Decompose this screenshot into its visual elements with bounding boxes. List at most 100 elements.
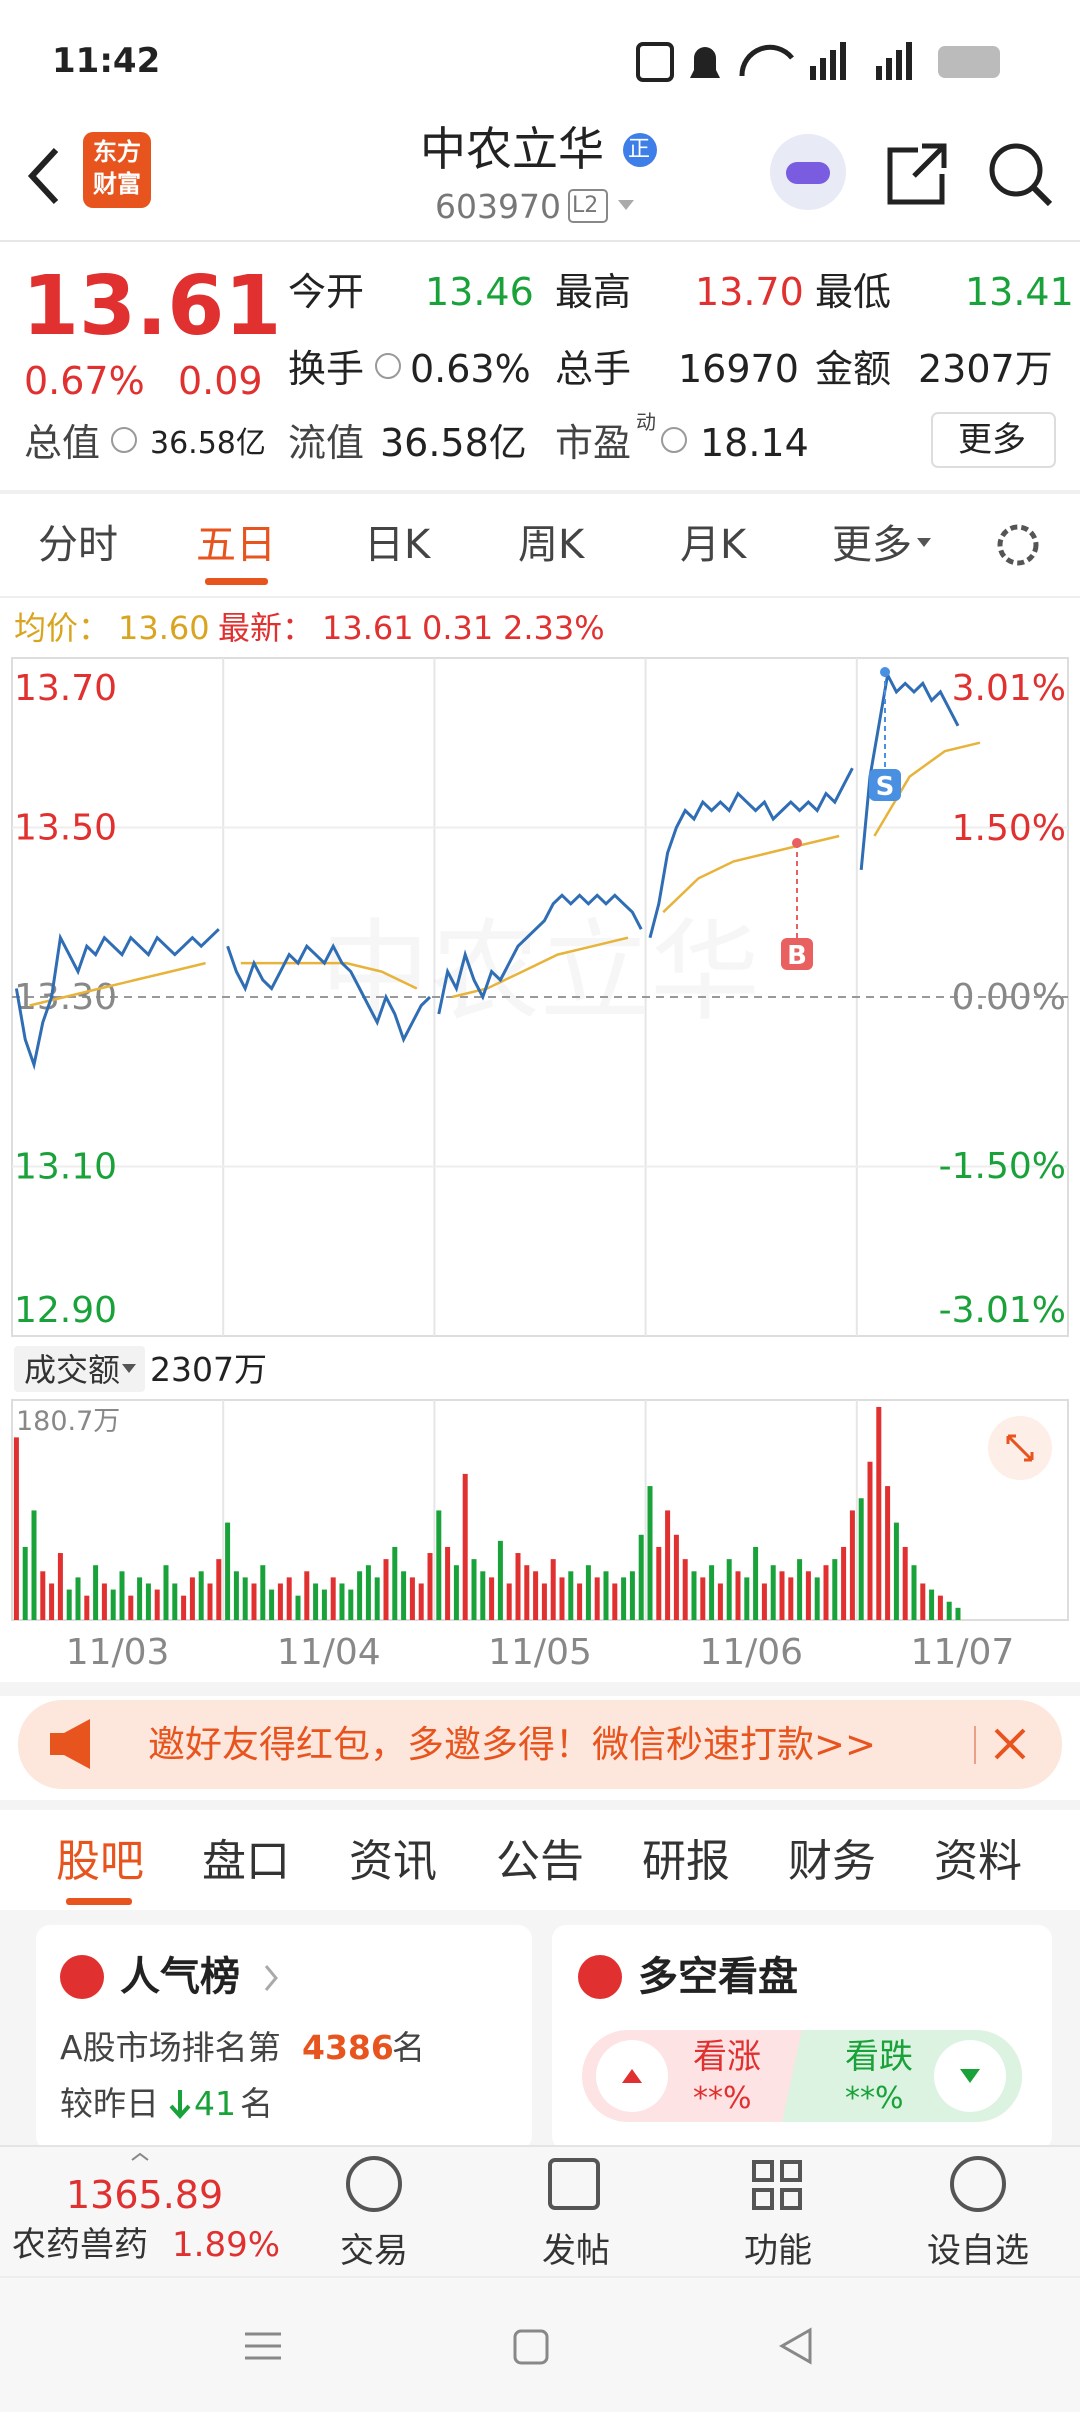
expand-arrow[interactable] <box>131 2152 149 2161</box>
volume-bar <box>40 1571 46 1620</box>
rank-icon <box>60 1955 104 1999</box>
avg-line <box>662 834 840 914</box>
volume-bar <box>682 1559 688 1620</box>
volume-bar <box>858 1498 864 1620</box>
volume-bar <box>409 1577 415 1620</box>
volume-bar <box>770 1565 776 1620</box>
trade-mark-point <box>880 667 890 677</box>
down-value: **% <box>845 2081 904 2116</box>
card-title[interactable]: 多空看盘 <box>638 1954 798 2000</box>
field-value: 0.63% <box>410 347 531 391</box>
volume-bar <box>330 1577 336 1620</box>
trade-mark-box <box>869 769 901 801</box>
volume-bar <box>172 1583 178 1620</box>
volume-bar <box>101 1583 107 1620</box>
more-button[interactable]: 更多 <box>958 420 1026 460</box>
volume-bar <box>761 1583 767 1620</box>
volume-bar <box>260 1565 266 1620</box>
bottom-button[interactable]: 发帖 <box>542 2231 610 2271</box>
y2-tick-label: 3.01% <box>952 668 1066 709</box>
up-button[interactable] <box>596 2040 668 2112</box>
field-value: 13.70 <box>695 270 804 314</box>
nav-back[interactable] <box>778 2327 812 2365</box>
sector-name[interactable]: 农药兽药 <box>12 2225 148 2265</box>
volume-bar <box>550 1559 556 1620</box>
function-icon[interactable] <box>752 2160 802 2210</box>
status-time: 11:42 <box>52 41 161 81</box>
five-day-chart: 11/03 11/04 11/05 11/06 11/07 中农立华 13.70 13.50 1… <box>11 657 1069 1673</box>
volume-bar <box>128 1595 134 1620</box>
volume-selector <box>14 1346 145 1392</box>
logo-line: 财富 <box>93 170 141 198</box>
card-title[interactable]: 人气榜 <box>120 1954 240 2000</box>
y2-tick-label: -1.50% <box>939 1146 1066 1187</box>
volume-bar <box>929 1589 935 1620</box>
rank-change-text: 较昨日 <box>60 2084 159 2123</box>
volume-bar <box>181 1595 187 1620</box>
volume-dropdown <box>122 1364 136 1373</box>
chart-tab[interactable]: 更多 <box>832 522 912 568</box>
banner-text[interactable]: 邀好友得红包，多邀多得！微信秒速打款>> <box>148 1723 877 1766</box>
avg-line <box>29 961 206 1007</box>
card[interactable] <box>552 1925 1052 2150</box>
trade-mark-point <box>792 838 802 848</box>
close-icon[interactable] <box>994 1728 1026 1760</box>
section-tab[interactable]: 研报 <box>642 1836 730 1887</box>
volume-bar <box>436 1510 442 1620</box>
chart-tab[interactable]: 月K <box>680 522 747 568</box>
volume-bar <box>700 1577 706 1620</box>
section-tab[interactable]: 资讯 <box>349 1836 437 1887</box>
chart-tab-active[interactable]: 五日 <box>196 522 276 568</box>
rank: 4386 <box>302 2028 394 2067</box>
nav-menu[interactable] <box>245 2332 281 2360</box>
down-button[interactable] <box>934 2040 1006 2112</box>
volume-bar <box>753 1546 759 1620</box>
field-value: 16970 <box>678 347 799 391</box>
bottom-button[interactable]: 功能 <box>744 2231 812 2271</box>
field-label: 市盈 <box>555 421 632 465</box>
volume-bar <box>225 1522 231 1620</box>
chart-tab[interactable]: 分时 <box>38 522 118 568</box>
watermark: 中农立华 <box>320 908 760 1036</box>
volume-bar <box>902 1546 908 1620</box>
index-value[interactable]: 1365.89 <box>66 2173 224 2217</box>
down-label[interactable]: 看跌 <box>845 2037 913 2077</box>
nav-home[interactable] <box>513 2329 549 2365</box>
up-label[interactable]: 看涨 <box>693 2037 761 2077</box>
post-icon[interactable] <box>548 2158 600 2210</box>
chart-tab[interactable]: 周K <box>518 522 585 568</box>
volume-bar <box>497 1540 503 1620</box>
volume-bar <box>656 1546 662 1620</box>
section-tab[interactable]: 财务 <box>788 1836 876 1887</box>
section-tab[interactable]: 盘口 <box>202 1836 290 1887</box>
trade-icon[interactable] <box>346 2156 402 2212</box>
last-value: 13.61 <box>322 609 414 647</box>
volume-bar <box>621 1577 627 1620</box>
volume-bar <box>805 1571 811 1620</box>
volume-bar <box>374 1577 380 1620</box>
chart-tab[interactable]: 日K <box>364 522 431 568</box>
field-label: 流值 <box>288 421 365 465</box>
bottom-button[interactable]: 交易 <box>340 2231 408 2271</box>
volume-bar <box>515 1553 521 1620</box>
watchlist-icon[interactable] <box>950 2156 1006 2212</box>
x-tick-label: 11/07 <box>911 1632 1015 1673</box>
price-line <box>14 928 220 1071</box>
volume-bar <box>401 1571 407 1620</box>
volume-bar <box>911 1565 917 1620</box>
section-tab[interactable]: 资料 <box>934 1836 1022 1887</box>
volume-frame <box>11 1399 1069 1621</box>
sector-change[interactable]: 1.89% <box>172 2225 281 2265</box>
section-tab[interactable]: 公告 <box>496 1836 584 1887</box>
volume-bar <box>577 1583 583 1620</box>
stock-code: 603970 <box>435 187 561 226</box>
volume-bar <box>189 1577 195 1620</box>
field-value: 13.46 <box>425 270 534 314</box>
volume-bar <box>462 1473 468 1620</box>
bottom-button[interactable]: 设自选 <box>927 2231 1029 2271</box>
field-value: 2307万 <box>918 347 1053 391</box>
rank-text: 名 <box>392 2028 425 2067</box>
volume-tick-label: 180.7万 <box>16 1406 120 1437</box>
section-tab-active[interactable]: 股吧 <box>56 1836 144 1887</box>
